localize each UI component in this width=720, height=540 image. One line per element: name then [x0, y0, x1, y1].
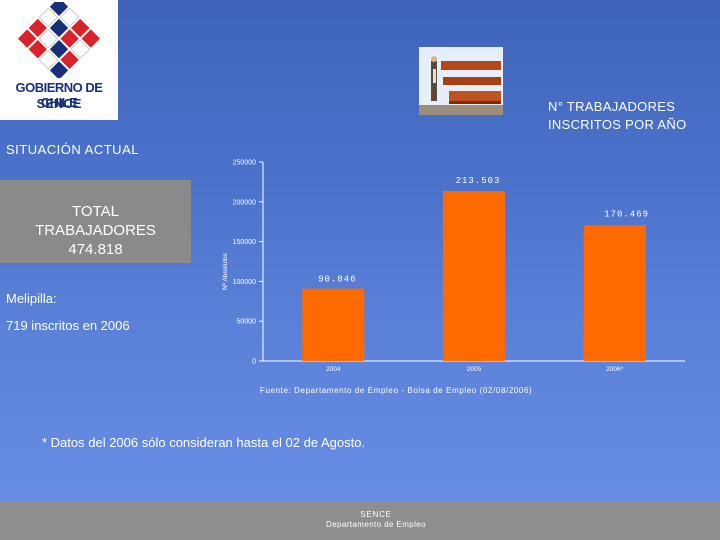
y-tick-label: 50000 — [237, 319, 257, 326]
situacion-heading: SITUACIÓN ACTUAL — [6, 142, 139, 157]
y-tick-label: 100000 — [233, 279, 256, 286]
logo-text-sence: SENCE — [36, 96, 82, 111]
melipilla-inscritos: 719 inscritos en 2006 — [6, 318, 130, 333]
footer-bar: SENCE Departamento de Empleo — [0, 501, 720, 540]
data-label: 170.469 — [604, 209, 649, 219]
melipilla-label: Melipilla: — [6, 291, 57, 306]
y-tick-label: 0 — [252, 359, 256, 366]
bar-chart: 0 50000 100000 150000 200000 250000 Nº Absolut… — [222, 160, 685, 373]
chart-title: N° TRABAJADORES INSCRITOS POR AÑO — [548, 98, 687, 134]
sence-logo: GOBIERNO DE CHILE SENCE — [0, 0, 118, 120]
footer-org: SENCE — [360, 510, 392, 519]
x-tick-label: 2005 — [467, 366, 482, 373]
y-tick-label: 150000 — [233, 239, 256, 246]
chart-source: Fuente: Departamento de Empleo - Bolsa d… — [260, 386, 533, 395]
y-axis-label: Nº Absolutos — [222, 252, 229, 290]
logo-text-gobierno: GOBIERNO DE CHILE — [15, 80, 103, 110]
construction-photo — [419, 47, 503, 115]
logo-emblem-icon — [17, 2, 101, 78]
chart-title-line1: N° TRABAJADORES — [548, 99, 676, 114]
data-label: 90.846 — [318, 275, 356, 285]
x-tick-label: 2006* — [606, 366, 623, 373]
chart-title-line2: INSCRITOS POR AÑO — [548, 117, 687, 132]
y-tick-label: 200000 — [233, 199, 256, 206]
footer-dept: Departamento de Empleo — [326, 520, 426, 529]
y-tick-label: 250000 — [233, 160, 256, 167]
footnote: * Datos del 2006 sólo consideran hasta e… — [42, 435, 366, 450]
bar-2004 — [302, 288, 365, 361]
x-tick-label: 2004 — [326, 366, 341, 373]
total-line1: TOTAL — [72, 203, 119, 220]
data-label: 213.503 — [456, 176, 501, 186]
bar-2006 — [583, 225, 646, 361]
total-trabajadores-box: TOTAL TRABAJADORES 474.818 — [0, 180, 191, 263]
bar-2005 — [443, 191, 505, 361]
total-line2: TRABAJADORES — [35, 222, 156, 239]
total-value: 474.818 — [68, 241, 123, 258]
